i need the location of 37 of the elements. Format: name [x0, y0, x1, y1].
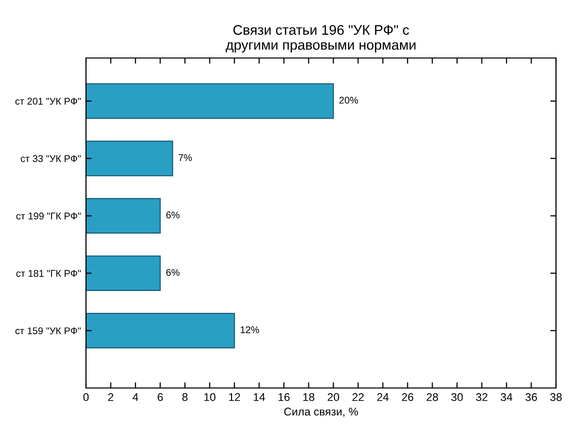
x-tick-label: 14	[254, 393, 266, 401]
x-tick-label: 34	[500, 393, 512, 402]
x-tick-label: 20	[328, 393, 340, 402]
bar	[86, 312, 235, 348]
x-axis-title: Сила связи, %	[284, 408, 358, 417]
x-tick-label: 32	[476, 393, 488, 402]
bar	[86, 255, 161, 291]
data-label: 6%	[166, 212, 180, 218]
y-tick-label: ст 201 "УК РФ"	[15, 98, 81, 105]
x-tick-label: 0	[83, 393, 89, 402]
data-label: 12%	[240, 326, 260, 334]
bar	[86, 83, 334, 119]
y-tick-label: ст 181 "ГК РФ"	[16, 270, 81, 277]
data-label: 6%	[166, 268, 180, 276]
bar	[86, 198, 161, 234]
x-tick-label: 26	[402, 393, 414, 402]
x-tick-label: 10	[204, 393, 216, 402]
y-tick-label: ст 159 "УК РФ"	[15, 327, 81, 334]
x-tick-label: 12	[229, 393, 240, 401]
x-tick-label: 8	[182, 393, 188, 402]
y-tick-label: ст 33 "УК РФ"	[20, 155, 81, 162]
y-tick-label: ст 199 "ГК РФ"	[16, 212, 81, 220]
x-tick-label: 36	[526, 393, 537, 402]
x-tick-label: 18	[303, 393, 314, 402]
x-tick-label: 2	[108, 393, 114, 401]
x-tick-label: 28	[426, 393, 438, 402]
x-tick-label: 4	[132, 393, 138, 401]
x-tick-label: 38	[550, 393, 562, 402]
x-tick-label: 24	[377, 393, 389, 401]
data-label: 7%	[178, 154, 192, 162]
x-tick-label: 16	[278, 393, 290, 402]
x-tick-label: 30	[451, 393, 463, 402]
bar	[86, 140, 174, 176]
x-tick-label: 6	[158, 393, 163, 402]
x-tick-label: 22	[352, 393, 364, 401]
chart-title: Связи статьи 196 "УК РФ" с другими правовыми нормами	[226, 25, 416, 53]
data-label: 20%	[339, 96, 358, 104]
